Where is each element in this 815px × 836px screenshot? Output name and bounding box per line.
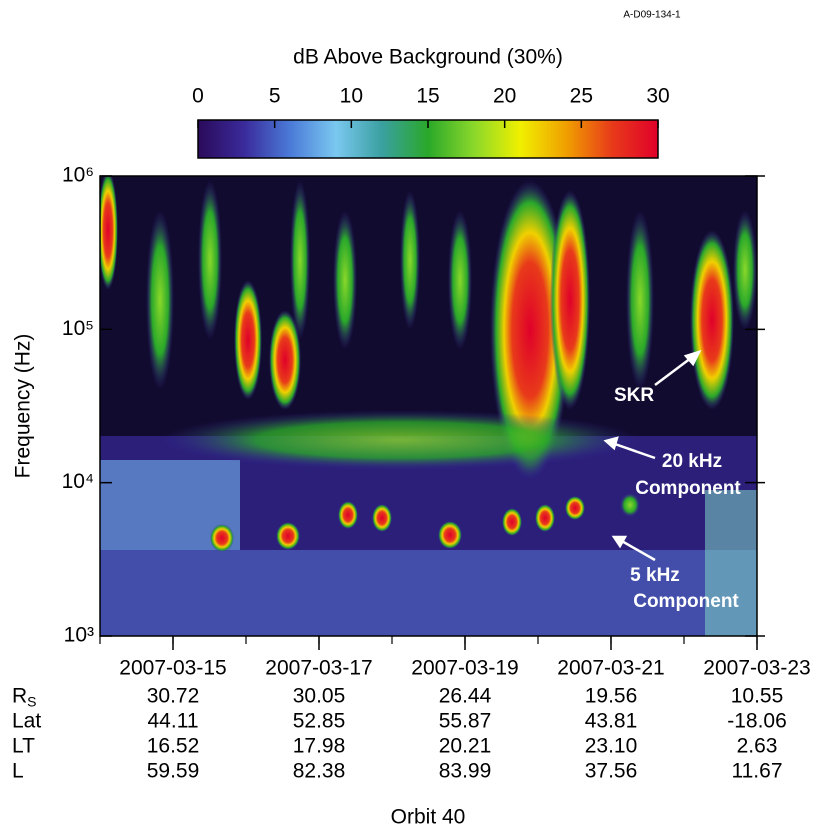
colorbar-tick-label: 25	[570, 85, 593, 108]
row-label-subscript: S	[27, 694, 36, 710]
row-label: L	[12, 760, 24, 783]
spectrogram-texture	[100, 176, 757, 552]
row-label: Lat	[12, 710, 41, 733]
x-tick-label: 2007-03-19	[411, 657, 518, 680]
y-axis-label: Frequency (Hz)	[12, 334, 35, 479]
table-cell: 23.10	[585, 735, 638, 758]
colorbar-tick-label: 0	[192, 85, 204, 108]
table-cell: 2.63	[737, 735, 778, 758]
colorbar-tick-label: 30	[646, 85, 669, 108]
colorbar-label: dB Above Background (30%)	[293, 46, 563, 69]
table-cell: 30.72	[147, 685, 200, 708]
table-cell: 17.98	[293, 735, 346, 758]
x-tick-label: 2007-03-15	[119, 657, 226, 680]
colorbar-tick-label: 15	[416, 85, 439, 108]
annotation: 20 kHz	[662, 451, 722, 472]
table-cell: 19.56	[585, 685, 638, 708]
y-tick-label: 10⁴	[62, 470, 94, 493]
annotation-arrows	[603, 349, 702, 562]
table-cell: 26.44	[439, 685, 492, 708]
row-label: LT	[12, 735, 35, 758]
table-cell: 20.21	[439, 735, 492, 758]
spectrogram-band	[705, 490, 757, 636]
table-cell: 55.87	[439, 710, 492, 733]
annotation: Component	[635, 478, 741, 499]
row-label: R	[12, 685, 27, 708]
table-cell: 11.67	[732, 760, 783, 783]
table-cell: 43.81	[585, 710, 638, 733]
spectrogram	[100, 176, 757, 636]
table-cell: 30.05	[293, 685, 346, 708]
x-axis-label: Orbit 40	[391, 806, 466, 829]
spectrogram-background	[100, 176, 757, 436]
x-tick-label: 2007-03-17	[265, 657, 372, 680]
table-cell: 44.11	[148, 710, 199, 733]
colorbar-tick-label: 10	[340, 85, 363, 108]
x-tick-label: 2007-03-23	[703, 657, 810, 680]
colorbar-tick-label: 20	[493, 85, 516, 108]
plot-frame	[99, 175, 758, 637]
table-cell: 37.56	[585, 760, 638, 783]
annotation: SKR	[614, 385, 654, 406]
figure-id: A-D09-134-1	[623, 10, 681, 21]
x-tick-label: 2007-03-21	[557, 657, 664, 680]
y-tick-label: 10⁶	[62, 164, 94, 187]
colorbar-tick-label: 5	[269, 85, 281, 108]
annotation: Component	[633, 591, 739, 612]
table-cell: 10.55	[731, 685, 784, 708]
table-cell: 59.59	[147, 760, 200, 783]
table-cell: 82.38	[293, 760, 346, 783]
table-cell: 83.99	[439, 760, 492, 783]
y-tick-label: 10⁵	[62, 317, 94, 340]
table-cell: -18.06	[727, 710, 787, 733]
table-cell: 16.52	[147, 735, 200, 758]
annotation: 5 kHz	[630, 565, 680, 586]
spectrogram-band	[100, 550, 757, 636]
y-tick-label: 10³	[64, 624, 94, 647]
table-cell: 52.85	[293, 710, 346, 733]
